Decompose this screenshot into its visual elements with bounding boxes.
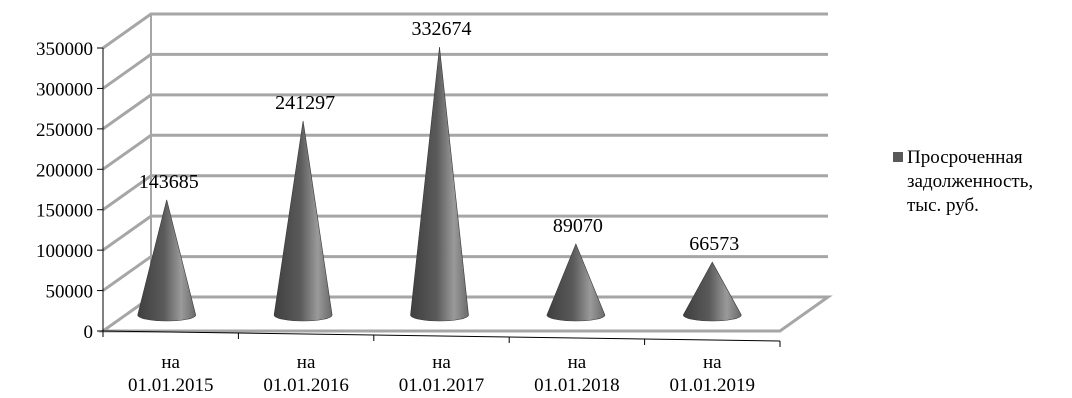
legend: Просроченная задолженность, тыс. руб. [893, 147, 1033, 216]
cone-bar [137, 199, 197, 322]
legend-label: Просроченная задолженность, тыс. руб. [907, 147, 1033, 216]
x-tick-label: на 01.01.2015 [128, 352, 214, 396]
y-tick-label: 300000 [36, 79, 93, 100]
y-tick-label: 0 [84, 322, 94, 343]
x-tick-label: на 01.01.2016 [263, 352, 349, 396]
data-label: 89070 [553, 215, 603, 237]
axes: 0 50000 100000 150000 200000 250000 300000 3500… [36, 39, 781, 396]
gridline [102, 93, 828, 131]
legend-marker [893, 152, 903, 162]
gridline [102, 52, 828, 90]
y-tick-label: 50000 [46, 282, 94, 303]
cone-bar [546, 243, 606, 322]
cone-bar [273, 120, 333, 322]
y-tick-label: 250000 [36, 120, 93, 141]
y-tick-label: 100000 [36, 241, 93, 262]
gridline [102, 133, 828, 171]
x-tick-label: на 01.01.2019 [670, 352, 756, 396]
y-tick-label: 150000 [36, 201, 93, 222]
data-label: 66573 [689, 233, 739, 255]
x-tick-label: на 01.01.2017 [399, 352, 485, 396]
grid [98, 12, 833, 333]
gridline [102, 174, 828, 211]
x-axis-line [102, 330, 781, 342]
x-tick-label: на 01.01.2018 [534, 352, 620, 396]
floor [98, 295, 833, 333]
cones [137, 46, 742, 322]
data-label: 241297 [275, 92, 335, 114]
cone-bar [682, 261, 742, 322]
data-label: 332674 [412, 18, 472, 40]
data-labels: 143685 241297 332674 89070 66573 [139, 18, 740, 255]
data-label: 143685 [139, 171, 199, 193]
cone-bar [410, 46, 469, 322]
y-tick-label: 200000 [36, 160, 93, 181]
y-tick-label: 350000 [36, 39, 93, 60]
